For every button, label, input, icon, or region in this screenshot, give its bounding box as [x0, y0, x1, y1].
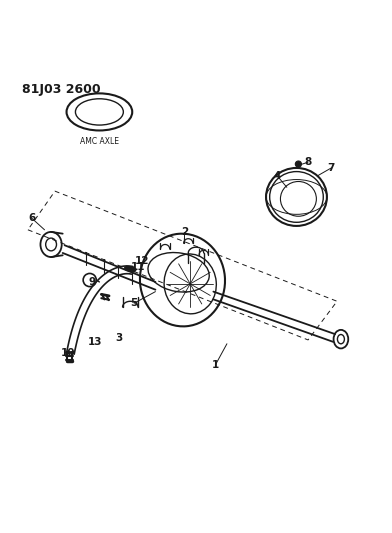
Circle shape: [295, 161, 301, 167]
Text: 8: 8: [305, 157, 312, 167]
Text: 4: 4: [274, 171, 281, 181]
Text: 10: 10: [61, 349, 76, 359]
Text: 1: 1: [212, 360, 219, 370]
Text: 13: 13: [88, 337, 103, 347]
Text: 3: 3: [115, 333, 122, 343]
Text: 5: 5: [131, 298, 138, 308]
Text: 11: 11: [131, 262, 145, 271]
Text: 9: 9: [88, 277, 95, 287]
Text: 2: 2: [181, 227, 188, 237]
Text: 12: 12: [134, 256, 149, 266]
Text: AMC AXLE: AMC AXLE: [80, 138, 119, 147]
Text: 81J03 2600: 81J03 2600: [22, 83, 101, 96]
Text: 7: 7: [328, 163, 335, 173]
Text: 6: 6: [28, 213, 35, 223]
